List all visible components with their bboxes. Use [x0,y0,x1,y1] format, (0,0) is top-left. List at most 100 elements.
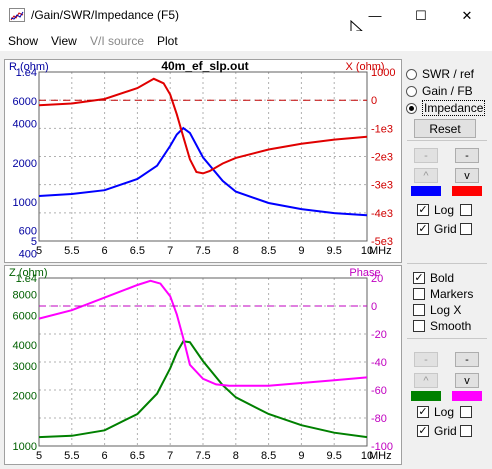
markers-toggle[interactable]: Markers [413,287,473,301]
series-line-r-ohm- [38,126,368,217]
x-tick-label: 6 [102,245,108,257]
x-tick-label: 8 [233,450,239,462]
bold-toggle[interactable]: ✓ Bold [413,271,454,285]
radio-indicator[interactable] [406,102,417,114]
x-tick-label: 8 [233,245,239,257]
series-line-x-ohm- [38,77,368,175]
series2-color-swatch[interactable] [452,186,482,196]
y-right-tick-label: -5e3 [371,236,393,248]
x-tick-label: 10 [361,245,373,257]
y-left-tick-label: 1.e4 [16,67,37,79]
log-right-checkbox[interactable] [460,204,472,216]
x-tick-label: 9 [298,450,304,462]
y-left-tick-label: 6000 [13,310,37,322]
y-left-tick-label: 1000 [13,197,37,209]
x-tick-label: 5.5 [64,245,79,257]
plot-frame [38,71,368,242]
x-axis-unit: MHz [369,245,392,257]
series1-scale-minus-button[interactable]: - [414,148,438,163]
reset-button[interactable]: Reset [414,119,476,138]
grid-toggle-bottom[interactable]: ✓ Grid [417,424,457,438]
radio-swr-ref[interactable]: SWR / ref [406,66,474,82]
separator [407,140,487,141]
radio-indicator[interactable] [406,68,417,80]
rx-chart: 5 5.5 6 6.5 7 7.5 8 8.5 9 9.5 10MHz1.e460004000200… [9,59,395,261]
series-line-z-ohm- [38,340,368,439]
x-tick-label: 6 [102,450,108,462]
y-right-tick-label: -3e3 [371,180,393,192]
grid-toggle[interactable]: ✓ Grid [417,222,457,236]
series1-shift-button[interactable]: ^ [414,168,438,183]
log-label: Log [434,203,455,217]
impedance-rx-plot: 5 5.5 6 6.5 7 7.5 8 8.5 9 9.5 10 MHz 1.e4 6000 4000 200… [4,59,402,263]
smooth-toggle[interactable]: Smooth [413,319,471,333]
log-right-checkbox[interactable] [460,406,472,418]
app-chart-icon [9,8,25,22]
log-label: Log [434,405,455,419]
logx-checkbox[interactable] [413,304,425,316]
y-right-tick-label: -80 [371,413,387,425]
markers-label: Markers [430,287,474,301]
grid-checkbox[interactable]: ✓ [417,425,429,437]
grid-right-checkbox[interactable] [460,223,472,235]
x-tick-label: 9.5 [327,450,342,462]
y-right-tick-label: 0 [371,95,377,107]
plot-frame [38,277,368,447]
series3-color-swatch[interactable] [411,391,441,401]
minimize-button[interactable]: — [368,8,382,23]
maximize-button[interactable]: ☐ [415,7,427,23]
grid-checkbox[interactable]: ✓ [417,223,429,235]
impedance-z-phase-plot: 5 5.5 6 6.5 7 7.5 8 8.5 9 9.5 10 MHz 1.e4 8000 6000 400… [4,265,402,465]
bold-label: Bold [430,271,455,285]
y-left-tick-label: 4000 [13,340,37,352]
x-tick-label: 8.5 [261,450,276,462]
menu-show[interactable]: Show [8,34,39,48]
y-right-tick-label: -100 [371,441,393,453]
smooth-checkbox[interactable] [413,320,425,332]
series4-shift-button[interactable]: v [455,373,479,388]
y-right-axis-label: Phase [349,267,380,279]
y-left-tick-label: 1.e4 [16,273,37,285]
x-tick-label: 10 [361,450,373,462]
series2-scale-minus-button[interactable]: - [455,148,479,163]
radio-gain-fb[interactable]: Gain / FB [406,83,473,99]
series3-shift-button[interactable]: ^ [414,373,438,388]
separator [407,263,487,264]
bold-checkbox[interactable]: ✓ [413,272,425,284]
markers-checkbox[interactable] [413,288,425,300]
separator [407,338,487,339]
window-title: /Gain/SWR/Impedance (F5) [31,8,180,22]
series4-color-swatch[interactable] [452,391,482,401]
x-tick-label: 7.5 [195,450,210,462]
y-left-tick-label: 5 [31,236,37,248]
y-left-tick-label: 2000 [13,158,37,170]
x-tick-label: 5 [36,245,42,257]
x-tick-label: 8.5 [261,245,276,257]
radio-indicator[interactable] [406,85,417,97]
y-left-tick-label: 2000 [13,390,37,402]
log-checkbox[interactable]: ✓ [417,204,429,216]
series1-color-swatch[interactable] [411,186,441,196]
grid-right-checkbox[interactable] [460,425,472,437]
y-right-tick-label: -60 [371,385,387,397]
close-button[interactable]: ✕ [461,7,473,23]
menu-view[interactable]: View [51,34,77,48]
series2-shift-button[interactable]: v [455,168,479,183]
logx-toggle[interactable]: Log X [413,303,461,317]
series4-scale-minus-button[interactable]: - [455,352,479,367]
log-checkbox[interactable]: ✓ [417,406,429,418]
y-right-axis-label: X (ohm) [345,61,384,73]
x-tick-label: 9.5 [327,245,342,257]
series3-scale-minus-button[interactable]: - [414,352,438,367]
y-left-tick-label: 600 [19,226,37,238]
menu-plot[interactable]: Plot [157,34,178,48]
y-left-axis-label: Z (ohm) [9,267,48,279]
logx-label: Log X [430,303,462,317]
radio-impedance[interactable]: Impedance [406,100,486,116]
title-bar: /Gain/SWR/Impedance (F5) — ☐ ✕ [0,0,492,31]
y-right-tick-label: 20 [371,273,383,285]
log-toggle-bottom[interactable]: ✓ Log [417,405,454,419]
grid-label: Grid [434,222,457,236]
log-toggle[interactable]: ✓ Log [417,203,454,217]
menu-vi-source[interactable]: V/I source [90,34,145,48]
